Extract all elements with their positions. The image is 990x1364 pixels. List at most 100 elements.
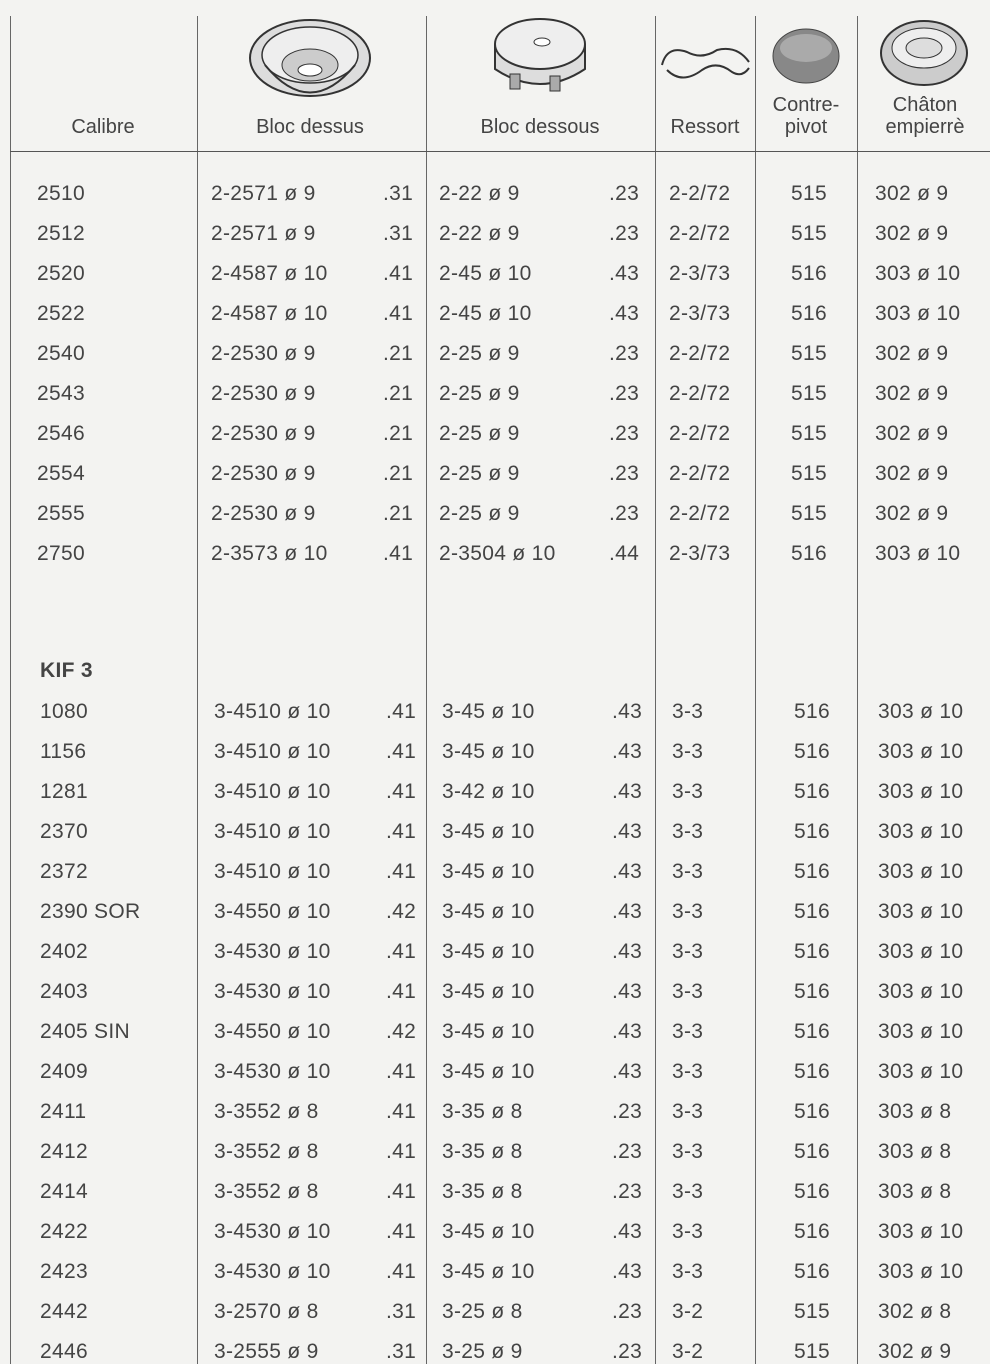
calibre: 2390 SOR (40, 900, 140, 924)
bloc-dessous-ref: 2-25 ø 9 (439, 422, 520, 446)
bloc-dessous-ref: 3-45 ø 10 (442, 1020, 535, 1044)
contre-pivot: 515 (791, 462, 827, 486)
bloc-dessus-size: .41 (386, 1060, 416, 1084)
calibre: 2555 (37, 502, 85, 526)
bloc-dessus-size: .41 (383, 542, 413, 566)
calibre: 2412 (40, 1140, 88, 1164)
header-cell: empierrè (886, 116, 965, 138)
bloc-dessus-size: .31 (383, 182, 413, 206)
chaton: 303 ø 10 (878, 1260, 963, 1284)
bloc-dessus-size: .21 (383, 422, 413, 446)
bloc-dessous-ref: 3-45 ø 10 (442, 700, 535, 724)
bloc-dessus-size: .41 (386, 940, 416, 964)
contre-pivot: 516 (791, 262, 827, 286)
ressort: 3-3 (672, 740, 703, 764)
chaton: 303 ø 10 (878, 740, 963, 764)
bloc-dessus-ref: 3-4530 ø 10 (214, 1260, 331, 1284)
contre-pivot: 515 (794, 1340, 830, 1364)
ressort: 2-2/72 (669, 342, 730, 366)
bloc-dessous-size: .43 (612, 1260, 642, 1284)
bloc-dessus-size: .31 (386, 1340, 416, 1364)
bloc-dessous-size: .23 (609, 422, 639, 446)
bloc-dessous-ref: 3-25 ø 8 (442, 1300, 523, 1324)
bloc-dessous-size: .23 (612, 1100, 642, 1124)
contre-pivot: 516 (794, 1180, 830, 1204)
ressort: 3-3 (672, 1220, 703, 1244)
contre-pivot: 515 (791, 382, 827, 406)
bloc-dessous-size: .43 (612, 1020, 642, 1044)
column-rule (857, 16, 858, 1364)
bloc-dessus-size: .42 (386, 900, 416, 924)
calibre: 2411 (40, 1100, 86, 1124)
calibre: 2540 (37, 342, 85, 366)
calibre: 2543 (37, 382, 85, 406)
ressort: 3-3 (672, 1100, 703, 1124)
contre-pivot: 515 (794, 1300, 830, 1324)
bloc-dessous-size: .23 (612, 1180, 642, 1204)
ressort: 3-3 (672, 1020, 703, 1044)
column-rule (655, 16, 656, 1364)
chaton: 302 ø 9 (875, 382, 948, 406)
contre-pivot: 516 (791, 302, 827, 326)
contre-pivot: 516 (794, 1260, 830, 1284)
bloc-dessous-size: .23 (609, 222, 639, 246)
chaton: 303 ø 10 (878, 900, 963, 924)
bloc-dessus-size: .41 (386, 1180, 416, 1204)
bloc-dessous-ref: 3-42 ø 10 (442, 780, 535, 804)
chaton: 302 ø 9 (875, 502, 948, 526)
bloc-dessus-size: .41 (386, 980, 416, 1004)
chaton: 302 ø 8 (878, 1300, 951, 1324)
calibre: 2422 (40, 1220, 88, 1244)
bloc-dessous-ref: 3-45 ø 10 (442, 1220, 535, 1244)
bloc-dessous-size: .23 (609, 462, 639, 486)
header-cell: Châton (893, 94, 958, 116)
bloc-dessus-size: .21 (383, 342, 413, 366)
calibre: 2750 (37, 542, 85, 566)
ressort: 3-3 (672, 700, 703, 724)
bloc-dessous-size: .43 (612, 860, 642, 884)
calibre: 2554 (37, 462, 85, 486)
bloc-dessous-ref: 2-22 ø 9 (439, 222, 520, 246)
bloc-dessus-ref: 3-4530 ø 10 (214, 940, 331, 964)
ressort: 2-2/72 (669, 462, 730, 486)
calibre: 2414 (40, 1180, 88, 1204)
bloc-dessous-ref: 3-35 ø 8 (442, 1140, 523, 1164)
chaton: 303 ø 10 (878, 1020, 963, 1044)
chaton: 302 ø 9 (875, 422, 948, 446)
ressort: 3-3 (672, 900, 703, 924)
header-cell: Ressort (671, 116, 740, 138)
ressort: 3-2 (672, 1340, 703, 1364)
bloc-dessus-ref: 3-2570 ø 8 (214, 1300, 319, 1324)
bloc-dessus-ref: 2-2530 ø 9 (211, 382, 316, 406)
bloc-dessus-size: .41 (386, 860, 416, 884)
bloc-dessus-ref: 2-2530 ø 9 (211, 422, 316, 446)
contre-pivot: 516 (794, 940, 830, 964)
calibre: 2510 (37, 182, 85, 206)
bloc-dessus-ref: 3-4550 ø 10 (214, 900, 331, 924)
chaton-icon (878, 18, 970, 88)
bloc-dessus-ref: 2-3573 ø 10 (211, 542, 328, 566)
bloc-dessus-size: .21 (383, 462, 413, 486)
header-cell: Bloc dessous (481, 116, 600, 138)
contre-pivot: 516 (794, 820, 830, 844)
bloc-dessous-size: .43 (609, 302, 639, 326)
bloc-dessous-ref: 3-45 ø 10 (442, 860, 535, 884)
bloc-dessus-size: .41 (386, 1140, 416, 1164)
bloc-dessous-size: .43 (612, 700, 642, 724)
column-rule (755, 16, 756, 1364)
bloc-dessous-ref: 3-45 ø 10 (442, 1260, 535, 1284)
bloc-dessous-ref: 2-25 ø 9 (439, 462, 520, 486)
bloc-dessus-ref: 3-3552 ø 8 (214, 1100, 319, 1124)
chaton: 303 ø 10 (878, 940, 963, 964)
bloc-dessous-size: .43 (609, 262, 639, 286)
chaton: 302 ø 9 (875, 462, 948, 486)
contre-pivot: 515 (791, 422, 827, 446)
bloc-dessous-size: .23 (612, 1300, 642, 1324)
contre-pivot: 515 (791, 342, 827, 366)
bloc-dessous-ref: 3-45 ø 10 (442, 740, 535, 764)
calibre: 2546 (37, 422, 85, 446)
chaton: 303 ø 10 (875, 302, 960, 326)
bloc-dessus-ref: 3-4530 ø 10 (214, 980, 331, 1004)
bloc-dessus-ref: 3-3552 ø 8 (214, 1180, 319, 1204)
contre-pivot: 516 (794, 1060, 830, 1084)
